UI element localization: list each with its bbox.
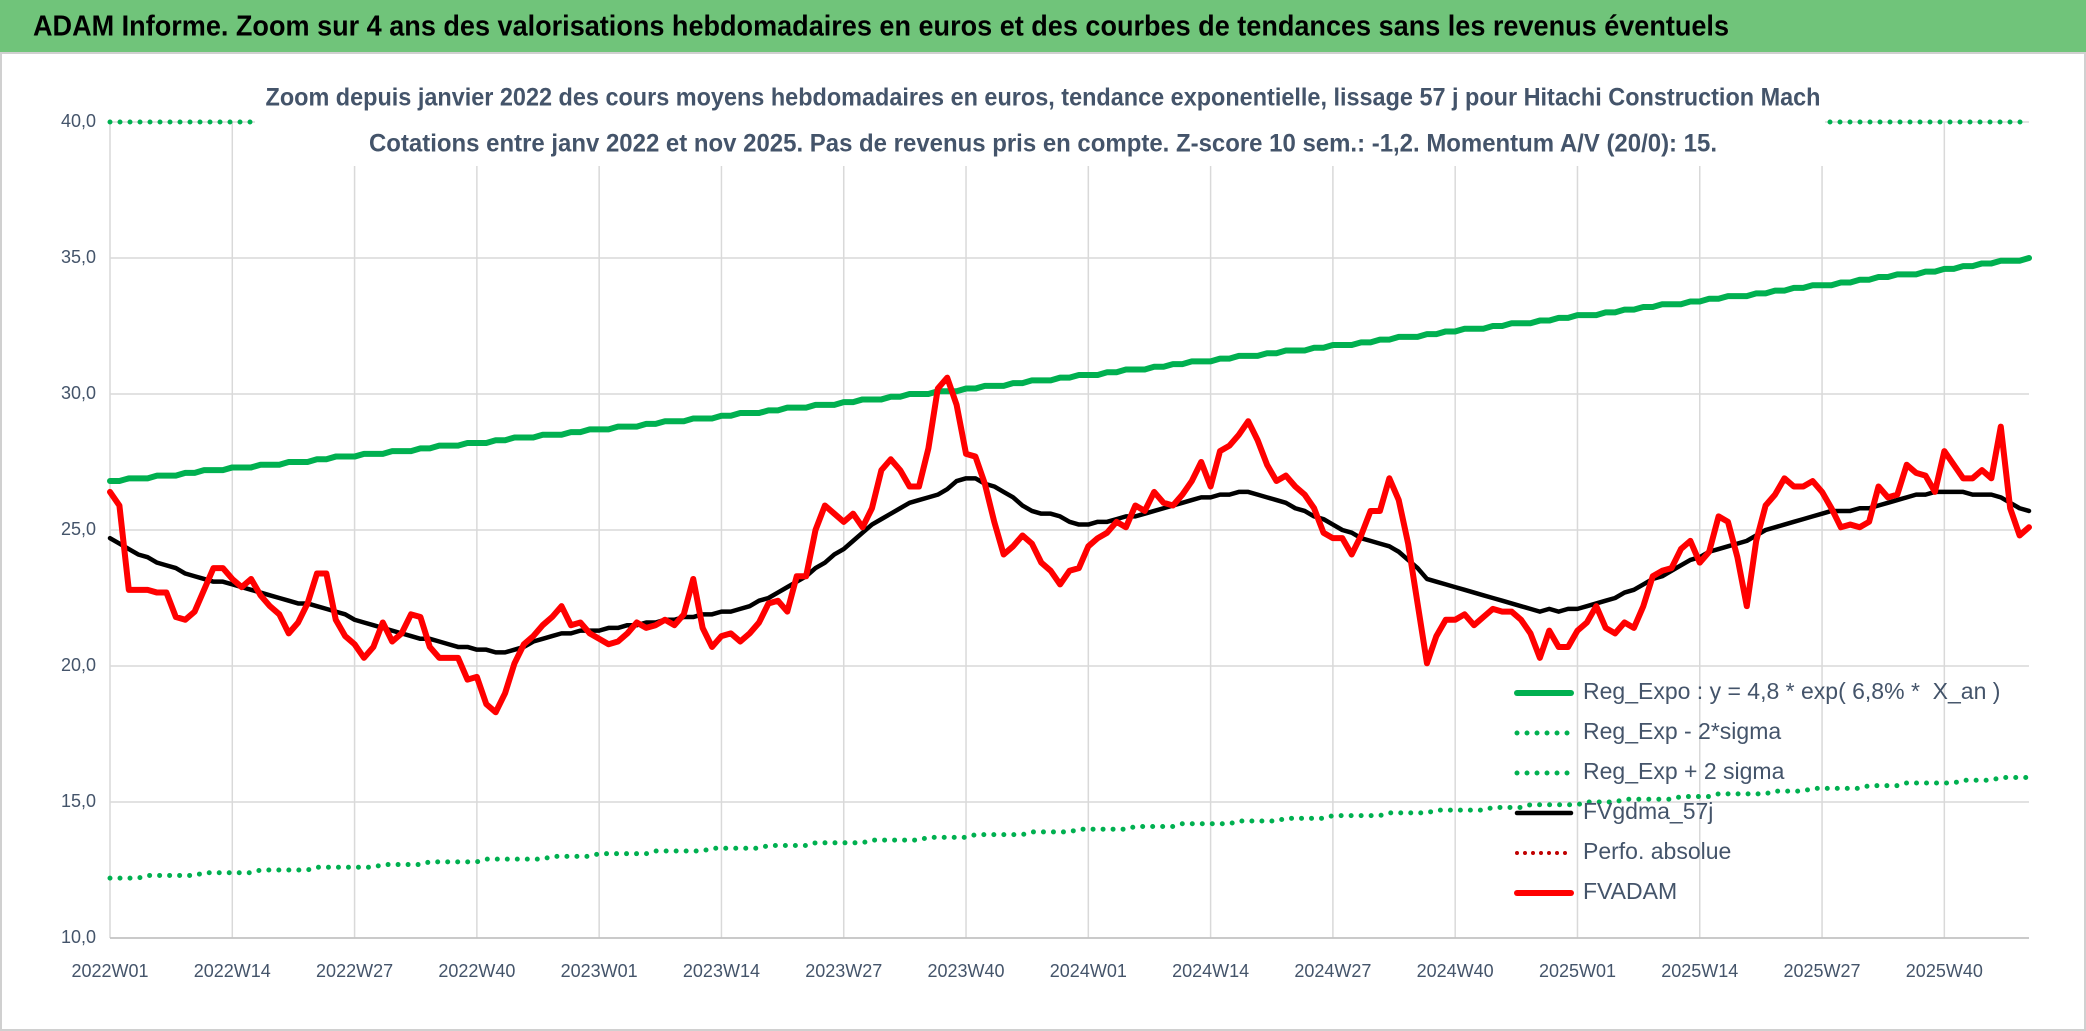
y-tick-label: 30,0 xyxy=(61,383,96,403)
y-tick-label: 40,0 xyxy=(61,111,96,131)
overlay: ADAM Informe. Zoom sur 4 ans des valoris… xyxy=(33,11,2000,904)
x-tick-label: 2025W01 xyxy=(1539,961,1616,981)
x-tick-label: 2025W14 xyxy=(1661,961,1738,981)
x-tick-label: 2023W40 xyxy=(927,961,1004,981)
series-line xyxy=(107,255,2032,485)
chart-subtitle: Cotations entre janv 2022 et nov 2025. P… xyxy=(369,130,1717,158)
header-bar xyxy=(0,0,2086,53)
y-tick-label: 15,0 xyxy=(61,791,96,811)
x-tick-label: 2023W01 xyxy=(561,961,638,981)
subtitle-box xyxy=(255,78,1825,166)
x-tick-label: 2025W27 xyxy=(1784,961,1861,981)
x-tick-label: 2022W01 xyxy=(71,961,148,981)
legend-label: Reg_Exp + 2 sigma xyxy=(1583,758,1785,784)
series-line xyxy=(107,374,2032,716)
chart-title: ADAM Informe. Zoom sur 4 ans des valoris… xyxy=(33,11,1729,43)
legend-label: Reg_Exp - 2*sigma xyxy=(1583,718,1781,744)
legend-label: FVgdma_57j xyxy=(1583,798,1713,824)
x-tick-label: 2024W40 xyxy=(1417,961,1494,981)
x-tick-label: 2022W40 xyxy=(438,961,515,981)
legend-label: Perfo. absolue xyxy=(1583,838,1731,864)
x-tick-label: 2024W14 xyxy=(1172,961,1249,981)
x-tick-label: 2023W27 xyxy=(805,961,882,981)
x-tick-label: 2022W14 xyxy=(194,961,271,981)
legend-label: FVADAM xyxy=(1583,878,1677,904)
chart-frame xyxy=(0,52,2086,1031)
y-tick-label: 35,0 xyxy=(61,247,96,267)
grid: 10,0 15,0 20,0 25,0 30,0 35,0 40,0 2022W01 2022W… xyxy=(61,111,2029,981)
legend-label: Reg_Expo : y = 4,8 * exp( 6,8% * X_an ) xyxy=(1583,678,2000,704)
x-tick-label: 2025W40 xyxy=(1906,961,1983,981)
y-tick-label: 20,0 xyxy=(61,655,96,675)
y-tick-label: 25,0 xyxy=(61,519,96,539)
x-tick-label: 2022W27 xyxy=(316,961,393,981)
x-tick-label: 2024W01 xyxy=(1050,961,1127,981)
y-tick-label: 10,0 xyxy=(61,927,96,947)
x-tick-label: 2024W27 xyxy=(1294,961,1371,981)
chart-subtitle: Zoom depuis janvier 2022 des cours moyen… xyxy=(266,84,1821,112)
x-tick-label: 2023W14 xyxy=(683,961,760,981)
series-line xyxy=(107,775,2032,881)
